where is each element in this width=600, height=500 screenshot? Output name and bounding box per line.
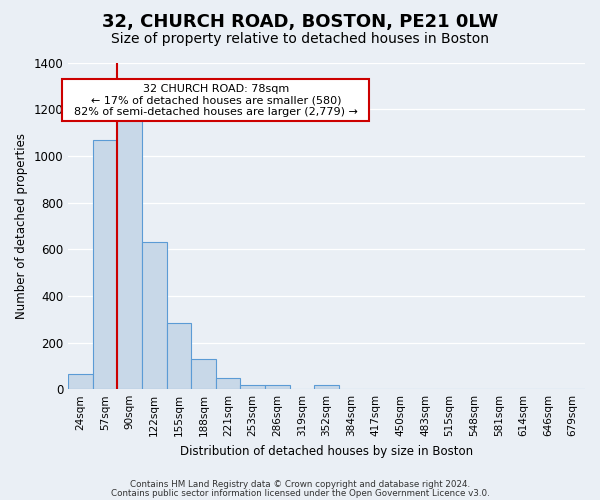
- Y-axis label: Number of detached properties: Number of detached properties: [15, 133, 28, 319]
- Bar: [118, 120, 142, 389]
- Text: 32, CHURCH ROAD, BOSTON, PE21 0LW: 32, CHURCH ROAD, BOSTON, PE21 0LW: [102, 12, 498, 30]
- Text: 32 CHURCH ROAD: 78sqm  
  ← 17% of detached houses are smaller (580)  
  82% of : 32 CHURCH ROAD: 78sqm ← 17% of detached …: [67, 84, 365, 116]
- Bar: [216, 378, 241, 389]
- Text: Size of property relative to detached houses in Boston: Size of property relative to detached ho…: [111, 32, 489, 46]
- Bar: [68, 374, 93, 389]
- X-axis label: Distribution of detached houses by size in Boston: Distribution of detached houses by size …: [180, 444, 473, 458]
- Bar: [265, 384, 290, 389]
- Bar: [167, 322, 191, 389]
- Bar: [142, 242, 167, 389]
- Bar: [314, 384, 339, 389]
- Bar: [93, 140, 118, 389]
- Bar: [241, 384, 265, 389]
- Text: Contains public sector information licensed under the Open Government Licence v3: Contains public sector information licen…: [110, 488, 490, 498]
- Text: Contains HM Land Registry data © Crown copyright and database right 2024.: Contains HM Land Registry data © Crown c…: [130, 480, 470, 489]
- Bar: [191, 359, 216, 389]
